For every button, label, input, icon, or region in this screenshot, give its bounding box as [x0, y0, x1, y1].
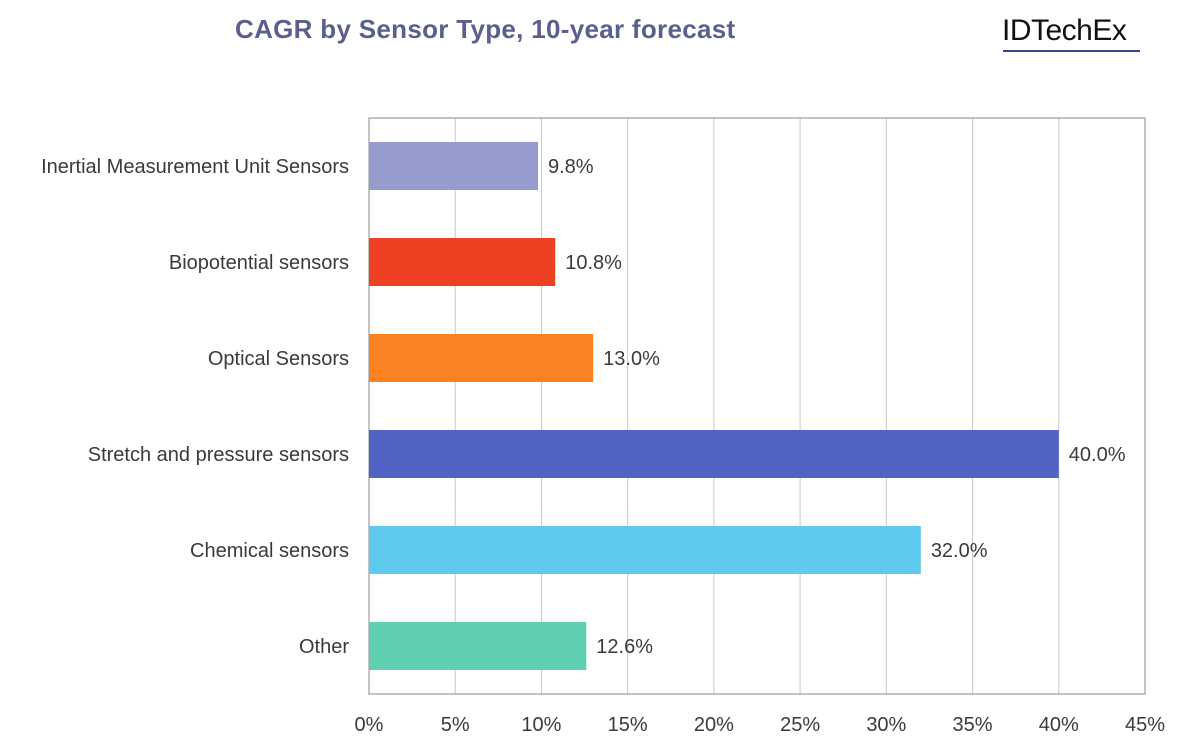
data-label: 32.0%	[931, 540, 988, 562]
data-label: 9.8%	[548, 156, 594, 178]
data-label: 12.6%	[596, 636, 653, 658]
category-label: Other	[299, 636, 349, 658]
bar	[369, 334, 594, 382]
bars	[369, 142, 1059, 670]
plot-frame	[368, 117, 1146, 695]
bar	[369, 622, 587, 670]
x-tick-label: 25%	[780, 714, 820, 736]
gridlines	[454, 118, 1060, 694]
category-label: Biopotential sensors	[169, 252, 349, 274]
data-label: 40.0%	[1069, 444, 1126, 466]
bar	[369, 142, 538, 190]
chart-title: CAGR by Sensor Type, 10-year forecast	[235, 14, 736, 44]
bar	[369, 430, 1059, 478]
x-axis-ticks: 0% 5% 10% 15% 20% 25% 30% 35% 40% 45%	[355, 714, 1166, 736]
category-label: Stretch and pressure sensors	[88, 444, 349, 466]
category-label: Chemical sensors	[190, 540, 349, 562]
x-tick-label: 15%	[608, 714, 648, 736]
bar	[369, 238, 556, 286]
bar	[369, 526, 921, 574]
data-label: 13.0%	[603, 348, 660, 370]
category-label: Optical Sensors	[208, 348, 349, 370]
x-tick-label: 45%	[1125, 714, 1165, 736]
x-tick-label: 0%	[355, 714, 384, 736]
x-tick-label: 20%	[694, 714, 734, 736]
x-tick-label: 40%	[1039, 714, 1079, 736]
category-labels: Inertial Measurement Unit Sensors Biopote…	[41, 156, 349, 658]
brand-underline	[1003, 50, 1140, 52]
x-tick-label: 5%	[441, 714, 470, 736]
data-labels: 9.8% 10.8% 13.0% 40.0% 32.0% 12.6%	[548, 156, 1126, 658]
x-tick-label: 30%	[866, 714, 906, 736]
x-tick-label: 10%	[521, 714, 561, 736]
data-label: 10.8%	[565, 252, 622, 274]
category-label: Inertial Measurement Unit Sensors	[41, 156, 349, 178]
x-tick-label: 35%	[953, 714, 993, 736]
brand-logo: IDTechEx	[1002, 14, 1127, 47]
